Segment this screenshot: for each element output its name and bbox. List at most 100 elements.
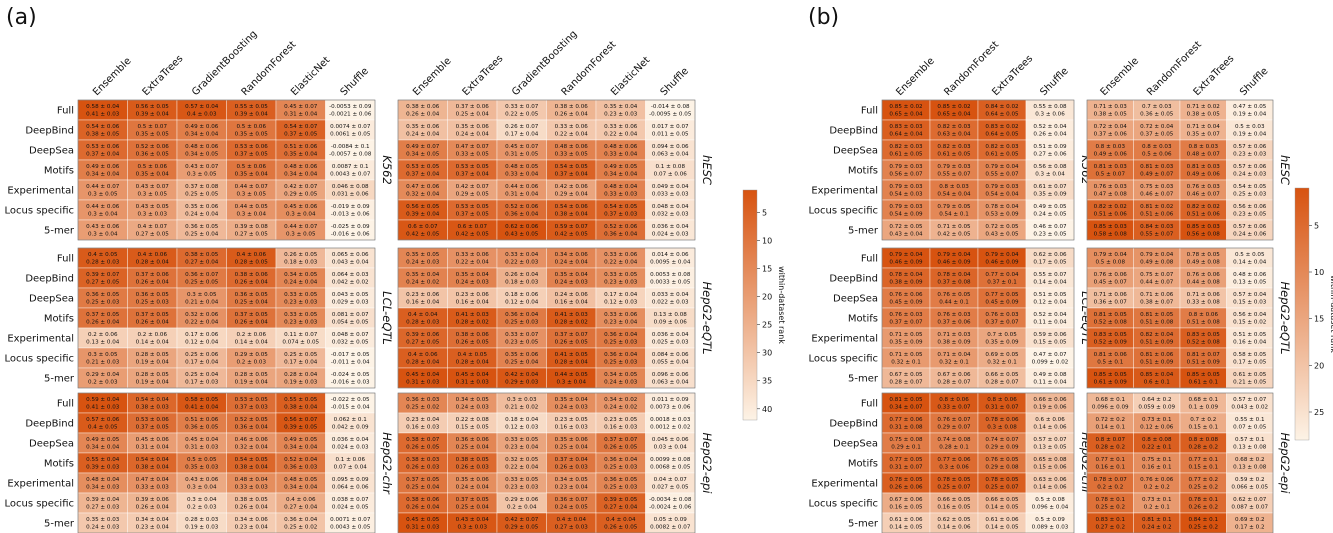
- cell-text-a-2-2-3-r2: 0.36 ± 0.05: [235, 292, 269, 298]
- cell-text-b-3-1-1-r2: 0.75 ± 0.07: [1140, 272, 1174, 278]
- cell-text-a-0-4-1-r2: 0.43 ± 0.07: [136, 184, 170, 190]
- row-label-a-0-2: DeepSea: [29, 146, 74, 157]
- cell-text-a-2-5-2-pearson: 0.17 ± 0.04: [185, 360, 219, 366]
- col-header-a-right-5: Shuffle: [659, 66, 691, 98]
- cell-text-b-4-6-1-pearson: 0.14 ± 0.06: [937, 525, 971, 531]
- cell-text-a-0-0-5-pearson: -0.0021 ± 0.06: [329, 112, 372, 118]
- cell-text-a-4-0-2-r2: 0.58 ± 0.05: [185, 397, 219, 403]
- cell-text-a-2-3-3-pearson: 0.26 ± 0.04: [235, 320, 269, 326]
- block-frame-a-3: [397, 247, 696, 389]
- col-header-a-right-4: ElasticNet: [609, 55, 652, 98]
- cell-text-a-0-3-2-pearson: 0.3 ± 0.05: [187, 172, 217, 178]
- cell-text-b-3-2-1-r2: 0.71 ± 0.06: [1140, 292, 1174, 298]
- cell-text-a-0-1-3-r2: 0.5 ± 0.06: [236, 124, 266, 130]
- cell-text-a-3-3-0-pearson: 0.28 ± 0.03: [406, 320, 440, 326]
- cell-text-a-2-4-3-r2: 0.2 ± 0.06: [236, 332, 266, 338]
- cell-text-b-2-3-3-pearson: 0.11 ± 0.04: [1033, 320, 1067, 326]
- cell-text-b-2-2-2-r2: 0.77 ± 0.05: [985, 292, 1019, 298]
- cell-text-b-5-4-1-r2: 0.76 ± 0.06: [1140, 477, 1174, 483]
- cell-text-b-4-6-1-r2: 0.62 ± 0.05: [937, 517, 971, 523]
- cell-text-a-0-0-2-r2: 0.57 ± 0.04: [185, 104, 219, 110]
- cell-text-a-3-3-5-pearson: 0.09 ± 0.06: [654, 320, 688, 326]
- cell-text-b-5-3-1-pearson: 0.16 ± 0.1: [1142, 465, 1172, 471]
- cell-text-b-0-2-1-r2: 0.82 ± 0.03: [937, 144, 971, 150]
- cell-text-b-0-6-1-r2: 0.71 ± 0.05: [937, 224, 971, 230]
- cell-text-b-4-3-2-r2: 0.76 ± 0.05: [985, 457, 1019, 463]
- cell-text-b-5-0-0-r2: 0.68 ± 0.1: [1095, 397, 1125, 403]
- cell-text-a-0-2-3-pearson: 0.37 ± 0.05: [235, 152, 269, 158]
- cell-text-b-0-1-1-r2: 0.82 ± 0.03: [937, 124, 971, 130]
- cell-text-a-5-1-0-pearson: 0.16 ± 0.03: [406, 425, 440, 431]
- cell-text-b-5-3-3-r2: 0.68 ± 0.2: [1235, 457, 1265, 463]
- colorbar-tick-label-b-1: 10: [1314, 268, 1324, 277]
- row-label-b-2-2: DeepSea: [833, 294, 878, 305]
- cell-text-a-4-1-3-pearson: 0.36 ± 0.04: [235, 425, 269, 431]
- cell-text-b-0-2-1-pearson: 0.61 ± 0.05: [937, 152, 971, 158]
- cell-text-a-4-3-2-r2: 0.5 ± 0.05: [187, 457, 217, 463]
- cell-text-a-5-5-3-r2: 0.36 ± 0.07: [555, 497, 589, 503]
- cell-text-b-4-2-2-pearson: 0.29 ± 0.09: [985, 445, 1019, 451]
- cell-text-a-0-3-0-r2: 0.49 ± 0.06: [86, 164, 120, 170]
- cell-text-b-3-6-0-pearson: 0.61 ± 0.09: [1094, 380, 1128, 386]
- cell-text-a-3-0-5-r2: 0.014 ± 0.06: [652, 252, 689, 258]
- cell-text-a-3-1-3-r2: 0.35 ± 0.04: [555, 272, 589, 278]
- cell-text-b-0-0-1-pearson: 0.65 ± 0.04: [937, 112, 971, 118]
- cell-text-a-2-5-3-r2: 0.29 ± 0.05: [235, 352, 269, 358]
- cell-text-b-5-2-3-pearson: 0.13 ± 0.08: [1233, 445, 1267, 451]
- cell-text-a-4-0-4-r2: 0.55 ± 0.05: [284, 397, 318, 403]
- cell-text-b-0-0-0-pearson: 0.65 ± 0.04: [889, 112, 923, 118]
- cell-text-a-1-0-2-r2: 0.33 ± 0.07: [505, 104, 539, 110]
- cell-text-b-0-4-3-r2: 0.61 ± 0.07: [1033, 184, 1067, 190]
- cell-text-a-5-2-3-pearson: 0.25 ± 0.04: [555, 445, 589, 451]
- cell-text-b-2-4-3-r2: 0.59 ± 0.06: [1033, 332, 1067, 338]
- panel-label-a: (a): [6, 5, 37, 30]
- cell-text-b-5-1-3-pearson: 0.07 ± 0.05: [1233, 425, 1267, 431]
- cell-text-a-5-1-5-r2: 0.0018 ± 0.03: [650, 417, 691, 423]
- cell-text-b-4-3-0-r2: 0.77 ± 0.05: [889, 457, 923, 463]
- row-label-a-0-4: Experimental: [7, 186, 74, 197]
- cell-text-a-5-4-5-pearson: 0.027 ± 0.05: [652, 485, 689, 491]
- cell-text-b-0-2-2-pearson: 0.61 ± 0.05: [985, 152, 1019, 158]
- cell-text-a-0-3-0-pearson: 0.34 ± 0.04: [86, 172, 120, 178]
- cell-text-b-4-1-1-r2: 0.76 ± 0.07: [937, 417, 971, 423]
- cell-text-a-4-2-3-pearson: 0.32 ± 0.04: [235, 445, 269, 451]
- cell-text-a-1-4-3-pearson: 0.29 ± 0.04: [555, 192, 589, 198]
- row-label-b-4-0: Full: [861, 399, 878, 410]
- cell-text-b-3-3-1-r2: 0.81 ± 0.05: [1140, 312, 1174, 318]
- cell-text-b-4-5-1-r2: 0.66 ± 0.05: [937, 497, 971, 503]
- cell-text-a-4-3-5-pearson: 0.07 ± 0.04: [334, 465, 368, 471]
- cell-text-a-4-3-0-pearson: 0.39 ± 0.03: [86, 465, 120, 471]
- cell-text-a-3-4-4-r2: 0.36 ± 0.04: [604, 332, 638, 338]
- cell-text-a-2-0-5-r2: 0.065 ± 0.06: [332, 252, 369, 258]
- cell-text-a-3-1-1-r2: 0.35 ± 0.04: [456, 272, 490, 278]
- cell-text-a-2-3-2-r2: 0.32 ± 0.06: [185, 312, 219, 318]
- cell-text-a-5-6-2-pearson: 0.29 ± 0.05: [505, 525, 539, 531]
- cell-text-a-0-0-1-pearson: 0.39 ± 0.04: [136, 112, 170, 118]
- block-frame-a-2: [77, 247, 376, 389]
- cell-text-b-0-4-1-r2: 0.8 ± 0.03: [939, 184, 969, 190]
- cell-text-b-2-6-2-r2: 0.66 ± 0.05: [985, 372, 1019, 378]
- cell-text-a-2-4-4-pearson: 0.074 ± 0.05: [282, 340, 319, 346]
- cell-text-b-3-3-0-r2: 0.81 ± 0.05: [1094, 312, 1128, 318]
- cell-text-b-1-5-1-pearson: 0.51 ± 0.06: [1140, 212, 1174, 218]
- cell-text-b-2-6-3-pearson: 0.11 ± 0.04: [1033, 380, 1067, 386]
- cell-text-b-5-3-1-r2: 0.75 ± 0.1: [1142, 457, 1172, 463]
- cell-text-a-0-5-0-r2: 0.44 ± 0.06: [86, 204, 120, 210]
- cell-text-a-5-2-2-pearson: 0.23 ± 0.04: [505, 445, 539, 451]
- cell-text-a-1-6-0-pearson: 0.42 ± 0.05: [406, 232, 440, 238]
- cell-text-a-2-6-0-pearson: 0.2 ± 0.03: [88, 380, 118, 386]
- cell-text-a-0-2-5-pearson: -0.0057 ± 0.08: [329, 152, 372, 158]
- row-label-a-0-6: 5-mer: [44, 226, 75, 237]
- cell-text-a-2-4-2-r2: 0.17 ± 0.06: [185, 332, 219, 338]
- cell-text-a-5-1-4-r2: 0.23 ± 0.05: [604, 417, 638, 423]
- cell-text-a-4-5-0-pearson: 0.27 ± 0.03: [86, 505, 120, 511]
- cell-text-a-5-6-4-r2: 0.4 ± 0.04: [606, 517, 636, 523]
- cell-text-a-4-2-2-pearson: 0.31 ± 0.03: [185, 445, 219, 451]
- cell-text-a-0-5-4-r2: 0.45 ± 0.06: [284, 204, 318, 210]
- cell-text-a-2-1-4-pearson: 0.24 ± 0.04: [284, 280, 318, 286]
- cell-text-a-0-5-1-pearson: 0.3 ± 0.03: [137, 212, 167, 218]
- cell-text-a-4-6-4-pearson: 0.25 ± 0.02: [284, 525, 317, 531]
- cell-text-b-1-2-3-pearson: 0.23 ± 0.03: [1233, 152, 1267, 158]
- cell-text-a-4-6-1-r2: 0.34 ± 0.04: [136, 517, 170, 523]
- cell-text-b-3-4-3-pearson: 0.16 ± 0.04: [1233, 340, 1267, 346]
